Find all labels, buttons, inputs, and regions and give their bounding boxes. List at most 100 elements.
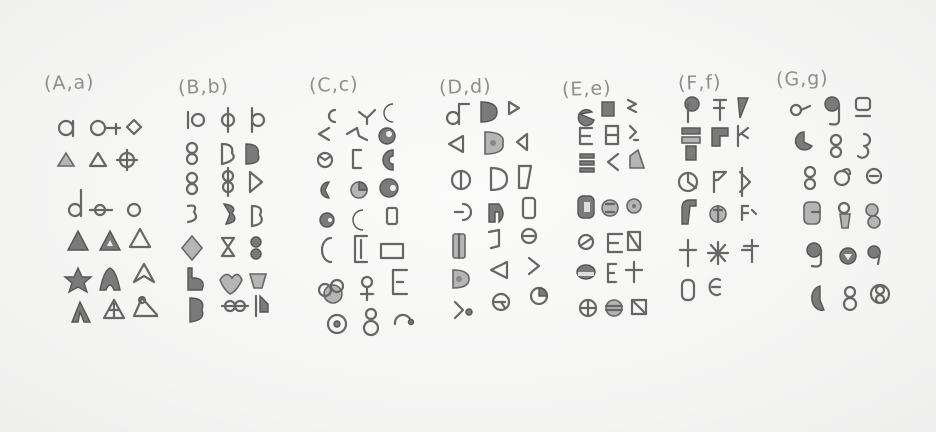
glyph-d-3-3 [517, 164, 533, 190]
glyph-g-2-1 [794, 131, 814, 151]
glyph-a-5-1 [63, 266, 93, 294]
glyph-e-3-2 [606, 152, 620, 172]
glyph-e-1-3 [626, 98, 638, 114]
glyph-e-4-3 [626, 198, 642, 214]
glyph-g-1-2 [824, 96, 841, 126]
glyph-e-5-3 [626, 230, 642, 252]
glyph-e-1-2 [601, 101, 615, 117]
glyph-c-2-2 [345, 126, 369, 142]
glyph-b-1-2 [220, 106, 236, 134]
glyph-f-4-3 [740, 204, 758, 222]
glyph-e-5-2 [606, 232, 624, 254]
glyph-c-1-2 [357, 108, 377, 126]
glyph-e-2-2 [604, 124, 620, 146]
glyph-a-6-1 [70, 300, 92, 323]
glyph-f-1-3 [737, 97, 750, 119]
glyph-g-3-2 [833, 167, 852, 187]
glyph-e-3-1 [579, 153, 595, 173]
glyph-c-5-2 [352, 209, 364, 231]
glyph-c-4-2 [350, 181, 368, 199]
glyph-b-4-3 [250, 204, 263, 228]
glyph-b-5-2 [220, 236, 236, 258]
glyph-d-7-1 [453, 300, 473, 320]
glyph-grid-b [180, 106, 269, 323]
glyph-a-4-3 [128, 227, 152, 249]
glyph-c-7-2 [359, 275, 375, 302]
glyph-e-7-1 [578, 298, 598, 318]
column-b: (B,b) [172, 0, 292, 432]
glyph-a-6-2 [102, 298, 126, 320]
glyph-f-5-3 [740, 238, 760, 264]
glyph-f-4-1 [681, 199, 697, 225]
glyph-a-2-1 [56, 151, 76, 167]
glyph-c-4-3 [379, 178, 399, 198]
glyph-d-4-3 [521, 196, 537, 220]
glyph-g-5-3 [867, 245, 882, 266]
glyph-f-6-1 [680, 278, 696, 302]
glyph-g-2-3 [856, 132, 872, 159]
glyph-f-2-1 [681, 127, 701, 161]
glyph-f-3-3 [738, 166, 752, 198]
glyph-a-3-1 [67, 188, 83, 218]
glyph-d-3-2 [489, 166, 509, 192]
glyph-b-7-3 [254, 294, 269, 318]
glyph-a-3-2 [88, 203, 114, 217]
glyph-f-2-2 [711, 127, 729, 147]
glyph-grid-e [576, 98, 648, 318]
glyph-grid-g [789, 96, 891, 312]
glyph-grid-c [316, 103, 415, 337]
glyph-f-3-2 [712, 170, 728, 194]
glyph-d-6-2 [489, 260, 509, 280]
glyph-c-6-3 [379, 242, 405, 260]
glyph-d-7-2 [491, 292, 511, 312]
glyph-d-1-3 [507, 100, 521, 116]
glyph-d-5-2 [487, 228, 501, 250]
glyph-e-2-3 [628, 124, 640, 142]
glyph-e-1-1 [577, 108, 595, 127]
glyph-c-6-2 [353, 234, 369, 264]
glyph-g-4-3 [865, 203, 881, 229]
glyph-e-7-3 [630, 298, 648, 316]
glyph-a-1-2 [89, 119, 122, 137]
glyph-e-3-3 [629, 148, 646, 169]
glyph-g-4-1 [803, 201, 822, 225]
glyph-c-8-2 [362, 307, 380, 337]
glyph-g-6-3 [869, 283, 891, 305]
glyph-d-2-2 [484, 131, 504, 155]
glyph-c-3-2 [351, 148, 363, 170]
glyph-f-5-2 [706, 240, 730, 266]
column-g: (G,g) [776, 0, 924, 432]
glyph-d-1-1 [445, 102, 471, 126]
glyph-c-3-3 [382, 149, 394, 171]
glyph-e-6-1 [576, 264, 596, 280]
glyph-c-4-1 [320, 181, 331, 199]
glyph-b-3-3 [248, 170, 264, 194]
glyph-c-7-3 [391, 268, 409, 296]
glyph-g-6-2 [842, 285, 858, 312]
glyph-b-6-2 [219, 273, 243, 295]
glyph-f-5-1 [678, 238, 698, 268]
glyph-grid-f [677, 96, 760, 302]
glyph-g-3-1 [803, 165, 817, 191]
glyph-d-7-3 [529, 286, 549, 306]
glyph-g-5-2 [839, 247, 857, 265]
column-a: (A,a) [38, 0, 158, 432]
glyph-e-7-2 [604, 299, 624, 317]
glyph-f-1-1 [684, 96, 700, 124]
glyph-d-3-1 [450, 169, 472, 191]
glyph-e-4-1 [577, 195, 595, 219]
glyph-d-4-2 [488, 203, 504, 224]
glyph-a-4-2 [98, 229, 122, 251]
glyph-b-4-2 [222, 203, 236, 225]
glyph-c-7-1 [317, 278, 345, 304]
glyph-b-2-1 [185, 141, 199, 166]
glyph-d-2-1 [447, 134, 465, 154]
glyph-d-1-2 [480, 101, 498, 123]
column-e: (E,e) [558, 0, 678, 432]
glyph-b-6-3 [248, 273, 268, 289]
glyph-g-5-1 [806, 242, 823, 268]
glyph-a-4-1 [66, 229, 90, 251]
glyph-f-2-3 [736, 124, 750, 148]
glyph-a-2-2 [88, 151, 108, 168]
